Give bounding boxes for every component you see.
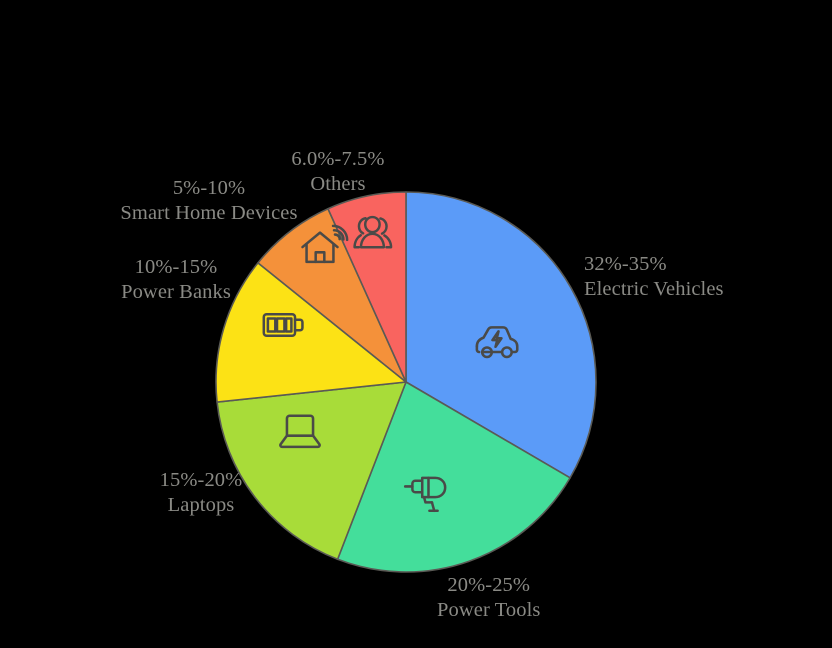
pie-label-name-power-banks: Power Banks [121,281,231,303]
pie-label-smart-home-devices: 5%-10% Smart Home Devices [120,176,298,226]
pie-slice-power-banks[interactable] [215,262,407,403]
pie-slice-power-tools[interactable] [336,381,571,573]
laptop-icon [279,414,321,449]
pie-label-name-smart-home-devices: Smart Home Devices [120,202,298,224]
pie-label-power-tools: 20%-25% Power Tools [437,573,541,623]
pie-slice-electric-vehicles[interactable] [405,191,597,479]
pie-label-name-others: Others [310,173,366,195]
pie-label-name-power-tools: Power Tools [437,599,541,621]
pie-label-pct-others: 6.0%-7.5% [291,148,385,170]
power-drill-icon [403,476,447,513]
pie-label-electric-vehicles: 32%-35% Electric Vehicles [584,252,724,302]
pie-label-pct-power-banks: 10%-15% [134,256,218,278]
battery-icon [262,312,304,338]
pie-label-laptops: 15%-20% Laptops [149,468,253,518]
pie-label-pct-power-tools: 20%-25% [447,574,531,596]
pie-label-name-laptops: Laptops [167,494,235,516]
pie-label-others: 6.0%-7.5% Others [263,147,413,197]
smart-home-icon [301,224,349,264]
people-group-icon [353,215,393,249]
pie-slice-laptops[interactable] [216,381,407,561]
pie-label-pct-laptops: 15%-20% [159,469,243,491]
pie-label-pct-electric-vehicles: 32%-35% [584,253,667,275]
pie-label-name-electric-vehicles: Electric Vehicles [584,278,724,300]
pie-label-power-banks: 10%-15% Power Banks [121,255,231,305]
electric-car-icon [475,326,519,359]
pie-label-pct-smart-home-devices: 5%-10% [172,177,246,199]
